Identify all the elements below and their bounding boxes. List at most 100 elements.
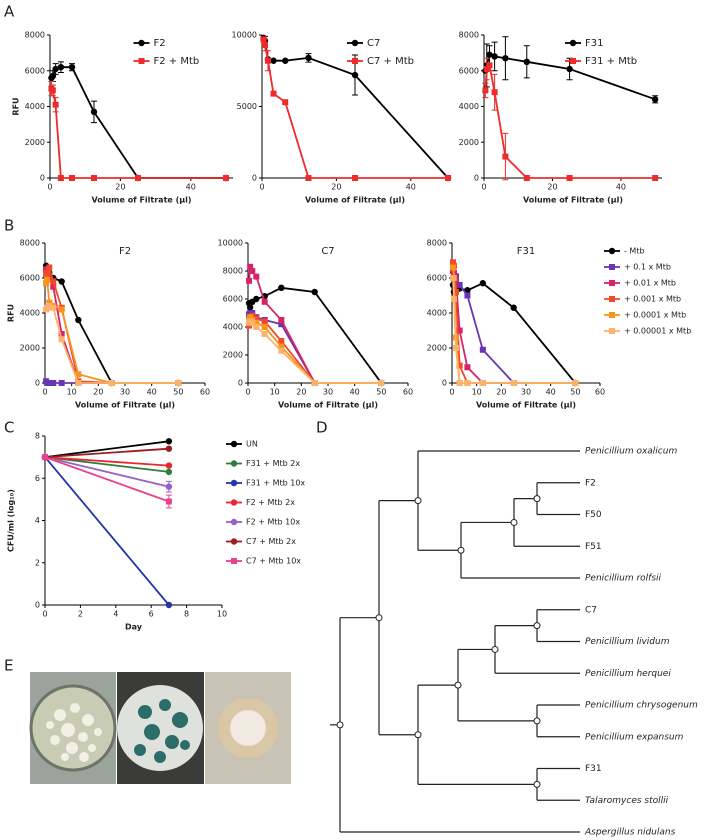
legend-label: C7 + Mtb 2x <box>246 537 296 546</box>
y-tick-label: 8 <box>35 432 40 441</box>
x-tick-label: 6 <box>149 610 154 619</box>
node <box>375 614 383 622</box>
x-tick-label: 10 <box>217 610 227 619</box>
y-tick-label: 2000 <box>20 344 40 353</box>
legend-marker <box>230 538 238 545</box>
marker <box>50 380 57 386</box>
leaf-label: Penicillium lividum <box>585 637 670 647</box>
colonies <box>46 703 102 762</box>
x-tick-label: 0 <box>47 183 52 192</box>
marker <box>351 71 359 79</box>
y-tick-label: 4000 <box>20 309 40 318</box>
marker <box>75 316 82 324</box>
marker <box>261 331 268 337</box>
y-tick-label: 2000 <box>25 138 45 147</box>
marker <box>456 282 463 288</box>
y-tick-label: 0 <box>40 174 45 183</box>
marker <box>652 175 659 181</box>
leaf-label: F31 <box>585 764 602 774</box>
x-tick-label: 40 <box>147 388 157 397</box>
legend-label: F31 + Mtb 10x <box>246 479 305 488</box>
y-tick-label: 4000 <box>25 102 45 111</box>
marker <box>445 175 451 181</box>
marker <box>42 454 48 461</box>
x-tick-label: 40 <box>616 183 626 192</box>
legend-label: C7 <box>367 38 380 49</box>
marker <box>253 295 260 303</box>
marker <box>264 57 271 64</box>
leaf-label: Penicillium herquei <box>585 669 671 679</box>
x-axis-label: Volume of Filtrate (µl) <box>91 196 191 205</box>
marker <box>566 65 573 73</box>
node <box>533 495 541 503</box>
line <box>452 267 576 384</box>
y-tick-label: 0 <box>252 174 257 183</box>
node <box>491 645 499 653</box>
marker <box>449 264 456 271</box>
marker <box>75 380 82 386</box>
legend-label: + 0.0001 x Mtb <box>624 311 686 320</box>
x-tick-label: 60 <box>595 388 605 397</box>
legend-label: + 0.001 x Mtb <box>624 295 681 304</box>
marker <box>456 327 463 334</box>
legend-label: + 0.01 x Mtb <box>624 279 676 288</box>
x-tick-label: 30 <box>521 388 531 397</box>
phylogenetic-tree: Penicillium oxalicum F2 F50 F51 Penicillium … <box>330 447 698 838</box>
x-axis-label: Volume of Filtrate (µl) <box>305 196 405 205</box>
x-tick-label: 20 <box>93 388 103 397</box>
legend-marker <box>230 440 238 448</box>
marker <box>449 259 456 266</box>
line <box>50 66 226 179</box>
y-tick-label: 8000 <box>427 239 447 248</box>
panel-label: C <box>4 419 14 437</box>
x-tick-label: 50 <box>376 388 386 397</box>
chart-title: F31 <box>517 246 535 257</box>
marker <box>75 371 82 378</box>
chart-title: F2 <box>119 246 131 257</box>
node <box>457 546 465 554</box>
x-tick-label: 20 <box>547 183 557 192</box>
marker <box>49 72 57 80</box>
panel-label: D <box>316 419 328 437</box>
marker <box>246 277 253 284</box>
legend-marker <box>230 460 238 467</box>
marker <box>253 315 260 322</box>
marker <box>464 287 471 294</box>
marker <box>46 264 53 271</box>
legend-label: UN <box>246 440 258 449</box>
marker <box>510 304 517 311</box>
x-axis-label: Volume of Filtrate (µl) <box>75 401 175 410</box>
chart-title: C7 <box>321 246 334 257</box>
line <box>44 456 170 473</box>
marker <box>278 321 285 328</box>
marker <box>165 445 173 452</box>
y-tick-label: 5000 <box>237 102 257 111</box>
marker <box>58 306 65 313</box>
x-tick-label: 2 <box>78 610 83 619</box>
legend-marker <box>609 328 615 334</box>
marker <box>253 324 260 330</box>
y-tick-label: 6000 <box>20 274 40 283</box>
marker <box>249 319 256 326</box>
marker <box>246 304 254 311</box>
marker <box>58 336 65 343</box>
y-tick-label: 10000 <box>218 239 243 248</box>
marker <box>175 380 182 386</box>
legend-marker <box>138 58 145 64</box>
leaf-label: Penicillium chrysogenum <box>585 701 698 711</box>
x-tick-label: 0 <box>42 388 47 397</box>
y-tick-label: 4000 <box>459 102 479 111</box>
node <box>414 497 422 505</box>
marker <box>305 54 312 62</box>
legend-label: F31 <box>585 38 603 49</box>
marker <box>165 468 173 476</box>
leaf-label: Penicillium rolfsii <box>585 574 662 584</box>
marker <box>270 57 277 64</box>
marker <box>450 296 457 302</box>
y-axis-label: RFU <box>12 97 21 115</box>
legend-label: + 0.1 x Mtb <box>624 263 671 272</box>
x-tick-label: 40 <box>546 388 556 397</box>
leaf-label: Penicillium expansum <box>585 732 684 742</box>
x-tick-label: 40 <box>406 183 416 192</box>
marker <box>46 299 53 306</box>
